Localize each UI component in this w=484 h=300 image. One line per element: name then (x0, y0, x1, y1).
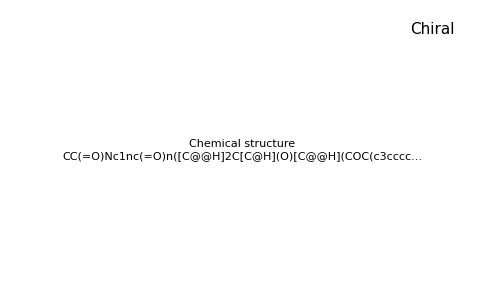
Text: Chiral: Chiral (410, 22, 454, 37)
Text: Chemical structure
CC(=O)Nc1nc(=O)n([C@@H]2C[C@H](O)[C@@H](COC(c3cccc...: Chemical structure CC(=O)Nc1nc(=O)n([C@@… (62, 139, 422, 161)
